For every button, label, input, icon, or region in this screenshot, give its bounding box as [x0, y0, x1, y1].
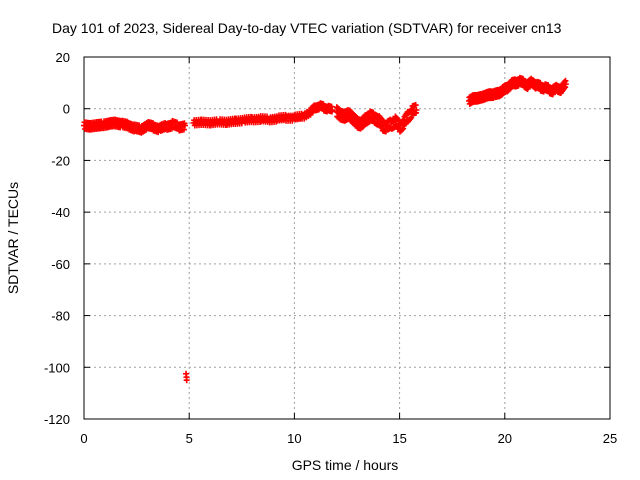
y-tick-label: -60 [51, 257, 70, 272]
x-tick-label: 10 [287, 431, 301, 446]
y-tick-label: -20 [51, 153, 70, 168]
data-point [180, 126, 187, 133]
y-tick-label: -80 [51, 309, 70, 324]
data-points [81, 74, 569, 384]
x-axis-label: GPS time / hours [292, 457, 399, 473]
y-tick-label: -40 [51, 205, 70, 220]
data-point [562, 81, 569, 88]
data-point [399, 126, 406, 133]
data-point [413, 107, 420, 114]
x-tick-label: 15 [392, 431, 406, 446]
y-tick-label: -100 [44, 360, 70, 375]
y-axis-label: SDTVAR / TECUs [5, 182, 21, 294]
x-tick-label: 20 [498, 431, 512, 446]
y-tick-label: -120 [44, 412, 70, 427]
data-point [181, 122, 188, 129]
x-tick-label: 0 [80, 431, 87, 446]
x-tick-label: 5 [186, 431, 193, 446]
chart-title: Day 101 of 2023, Sidereal Day-to-day VTE… [52, 20, 562, 36]
y-tick-label: 0 [63, 102, 70, 117]
x-tick-label: 25 [603, 431, 617, 446]
data-point [329, 107, 336, 114]
data-point [183, 377, 190, 384]
y-tick-label: 20 [56, 50, 70, 65]
data-point [408, 114, 415, 121]
plot-frame [83, 56, 611, 420]
axis-ticks: 0 5 10 15 20 25 20 0 -20 -40 -60 -80 -100 -120 [44, 50, 617, 446]
